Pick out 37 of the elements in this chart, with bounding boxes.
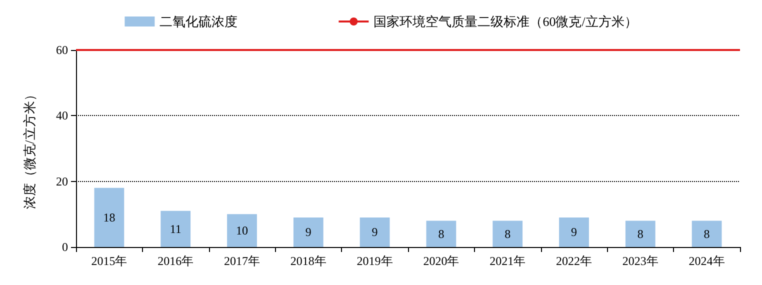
x-tick-label: 2017年	[224, 254, 260, 268]
x-tick-label: 2019年	[356, 254, 393, 268]
data-label: 11	[170, 222, 182, 236]
x-tick-label: 2024年	[688, 254, 725, 268]
bar	[227, 214, 257, 247]
data-label: 8	[438, 226, 444, 241]
y-axis-title: 浓度（微克/立方米）	[22, 88, 37, 209]
bar	[426, 220, 456, 247]
bar	[293, 217, 324, 247]
bar	[94, 188, 124, 247]
x-tick-label: 2021年	[490, 254, 526, 268]
y-tick-label: 20	[56, 174, 68, 188]
x-tick-label: 2018年	[290, 254, 326, 268]
data-label: 8	[704, 226, 710, 241]
data-label: 18	[103, 210, 116, 224]
data-label: 8	[637, 226, 644, 241]
data-label: 10	[236, 224, 248, 238]
data-label: 9	[305, 225, 312, 240]
bar	[625, 220, 656, 247]
bar	[360, 217, 390, 247]
data-label: 9	[372, 225, 378, 240]
legend-label: 国家环境空气质量二级标准（60微克/立方米）	[374, 14, 638, 29]
data-label: 9	[571, 225, 577, 240]
x-tick-label: 2023年	[622, 254, 658, 268]
y-tick-label: 0	[62, 240, 68, 254]
x-tick-label: 2022年	[556, 254, 592, 268]
y-tick-label: 60	[56, 43, 68, 57]
bar	[559, 217, 589, 247]
bar	[160, 210, 191, 247]
x-tick-label: 2015年	[91, 254, 128, 268]
x-tick-label: 2016年	[158, 254, 194, 268]
data-label: 8	[504, 226, 511, 241]
y-tick-label: 40	[56, 108, 68, 123]
bar	[492, 220, 523, 247]
x-tick-label: 2020年	[423, 254, 460, 268]
bar	[692, 220, 722, 247]
legend-label: 二氧化硫浓度	[160, 14, 238, 29]
